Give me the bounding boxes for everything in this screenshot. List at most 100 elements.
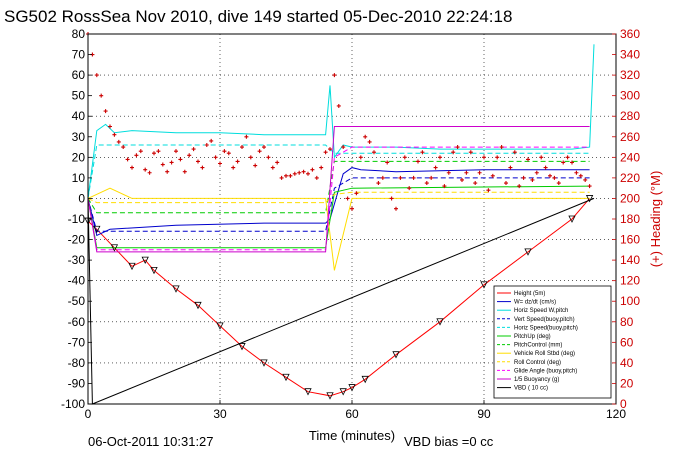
heading-marker (394, 206, 398, 211)
heading-marker (376, 181, 381, 186)
left-tick-label: -90 (68, 376, 86, 390)
depth-marker (585, 195, 594, 203)
heading-marker (99, 93, 104, 98)
legend-label-8: Roll Control (deg) (514, 360, 561, 366)
heading-marker (517, 184, 522, 189)
heading-marker (534, 170, 539, 175)
heading-marker (433, 165, 438, 170)
depth-marker (194, 301, 202, 310)
right-tick-label: 340 (620, 48, 640, 62)
heading-marker (521, 175, 526, 180)
depth-marker (110, 244, 119, 252)
legend: Height (5m) W= dz/dt (cm/s) Horiz Speed W,… (493, 285, 612, 399)
legend-label-7: Vehicle Roll Stbd (deg) (514, 351, 575, 357)
heading-marker (116, 139, 121, 144)
vbd-bias-footer: VBD bias =0 cc (404, 434, 494, 449)
left-tick-label: -50 (68, 294, 86, 308)
heading-marker (416, 159, 420, 164)
depth-marker (524, 248, 532, 256)
heading-marker (341, 145, 346, 150)
heading-marker (209, 138, 214, 143)
heading-marker (499, 145, 504, 150)
heading-marker (152, 151, 156, 156)
x-tick-label: 0 (85, 407, 92, 421)
heading-marker (160, 162, 165, 167)
right-tick-label: 100 (620, 294, 640, 308)
depth-marker (93, 225, 101, 234)
heading-marker (94, 73, 99, 78)
right-tick-label: 320 (620, 68, 640, 82)
heading-marker (587, 184, 592, 189)
left-tick-label: -20 (68, 233, 86, 247)
heading-marker (200, 165, 205, 170)
heading-marker (372, 150, 376, 155)
depth-marker (348, 384, 356, 392)
left-tick-label: 0 (78, 191, 85, 205)
heading-marker (552, 175, 557, 180)
heading-marker (424, 181, 429, 186)
heading-marker (187, 153, 192, 158)
x-tick-label: 90 (477, 407, 491, 421)
depth-marker (361, 375, 369, 384)
heading-marker (495, 155, 500, 160)
heading-marker (350, 206, 354, 211)
right-tick-label: 80 (620, 315, 634, 329)
right-tick-label: 160 (620, 233, 640, 247)
heading-marker (486, 188, 491, 193)
depth-marker (304, 388, 312, 396)
heading-marker (583, 177, 588, 182)
legend-label-0: Height (5m) (514, 291, 545, 297)
depth-marker (238, 343, 246, 351)
heading-marker (354, 191, 359, 196)
heading-marker (526, 157, 530, 162)
heading-marker (446, 170, 451, 175)
series-line-2 (87, 44, 595, 199)
left-tick-label: 70 (72, 48, 86, 62)
heading-marker (508, 165, 513, 170)
heading-marker (477, 170, 482, 175)
heading-marker (389, 196, 394, 201)
heading-marker (147, 170, 152, 175)
legend-label-5: PitchUp (deg) (514, 334, 551, 340)
left-tick-label: -70 (68, 335, 86, 349)
depth-marker (172, 285, 180, 293)
right-axis-label: (+) Heading (°M) (648, 171, 663, 268)
heading-marker (411, 175, 416, 180)
series-line-7 (87, 187, 590, 271)
heading-marker (358, 155, 363, 160)
heading-marker (385, 160, 390, 165)
heading-marker (253, 163, 258, 168)
left-tick-label: 10 (72, 171, 86, 185)
legend-box (493, 285, 612, 399)
heading-marker (407, 186, 412, 191)
heading-marker (578, 173, 583, 178)
legend-label-4: Horiz Speed(buoy,pitch) (514, 325, 578, 331)
depth-marker (216, 322, 224, 330)
depth-marker (568, 215, 576, 223)
heading-marker (240, 145, 244, 150)
heading-marker (451, 150, 456, 155)
right-tick-label: 140 (620, 253, 640, 267)
heading-marker (156, 149, 161, 154)
heading-marker (244, 134, 249, 139)
heading-marker (482, 155, 486, 160)
heading-marker (380, 175, 385, 180)
heading-marker (226, 151, 231, 156)
heading-marker (165, 169, 170, 174)
heading-marker (336, 103, 341, 108)
legend-label-1: W= dz/dt (cm/s) (514, 300, 556, 306)
heading-marker (345, 196, 350, 201)
heading-marker (323, 150, 328, 155)
legend-label-11: VBD ( 10 cc) (514, 386, 548, 392)
left-tick-label: -30 (68, 253, 86, 267)
heading-marker (191, 147, 196, 152)
heading-marker (464, 170, 469, 175)
heading-marker (169, 160, 174, 165)
left-tick-label: -80 (68, 356, 86, 370)
depth-marker (150, 266, 158, 275)
x-tick-label: 30 (213, 407, 227, 421)
legend-label-6: PitchControl (mm) (514, 343, 562, 349)
depth-marker (128, 262, 136, 271)
heading-marker (442, 184, 447, 189)
